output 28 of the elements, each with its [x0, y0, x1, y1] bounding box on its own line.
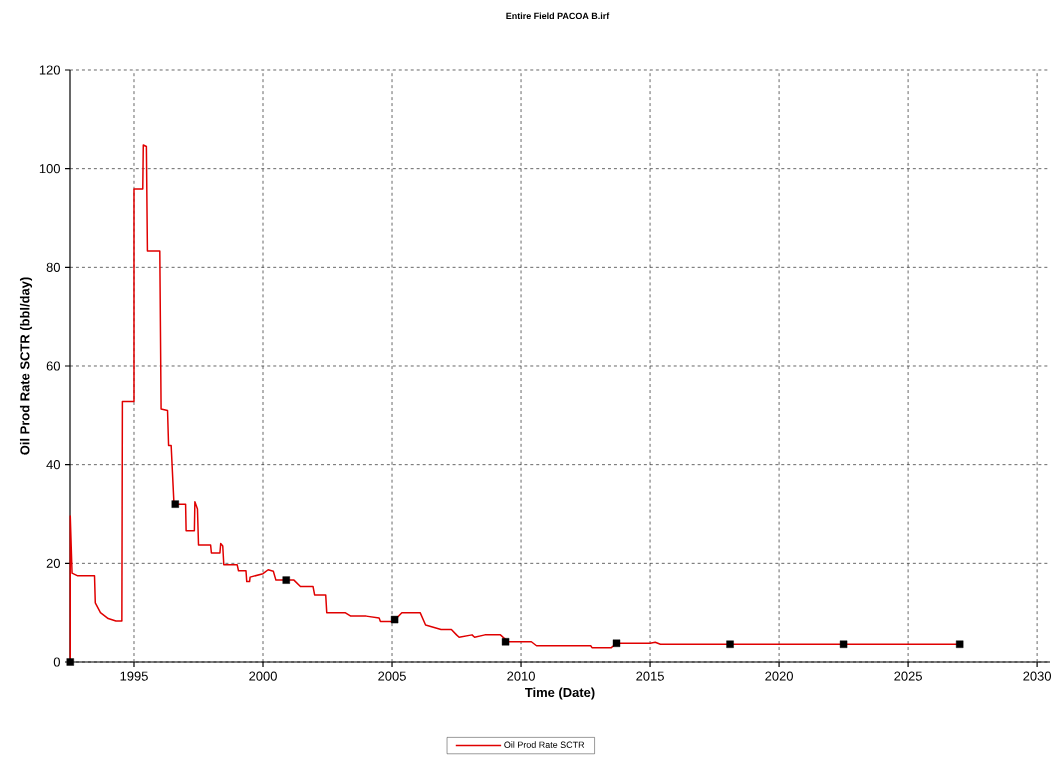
x-tick-label: 2005 — [378, 671, 406, 681]
x-tick-label: 2030 — [1023, 671, 1052, 681]
y-tick-label: 120 — [39, 65, 60, 75]
y-axis-title: Oil Prod Rate SCTR (bbl/day) — [19, 277, 33, 455]
x-tick-label: 2020 — [765, 671, 793, 681]
point — [839, 640, 848, 648]
text: Oil Prod Rate SCTR — [504, 741, 585, 748]
x-tick-label: 2015 — [636, 671, 664, 681]
point — [956, 640, 964, 648]
point — [282, 576, 290, 584]
x-tick-label: 1995 — [120, 671, 148, 681]
y-tick-label: 20 — [46, 558, 60, 568]
x-tick-label: 2025 — [894, 671, 922, 681]
x-tick-label: 2000 — [249, 671, 277, 681]
y-tick-label: 60 — [46, 361, 60, 371]
x-tick-label: 2010 — [507, 671, 535, 681]
x-axis-title: Time (Date) — [525, 687, 595, 700]
y-tick-label: 40 — [46, 460, 60, 470]
point — [66, 658, 74, 666]
chart-title: Entire Field PACOA B.irf — [506, 12, 610, 20]
point — [171, 500, 179, 508]
point — [501, 638, 510, 646]
point — [726, 640, 734, 648]
y-tick-label: 100 — [39, 164, 60, 174]
y-tick-label: 0 — [53, 657, 60, 667]
point — [612, 639, 621, 647]
y-tick-label: 80 — [46, 262, 60, 272]
point — [390, 615, 399, 624]
